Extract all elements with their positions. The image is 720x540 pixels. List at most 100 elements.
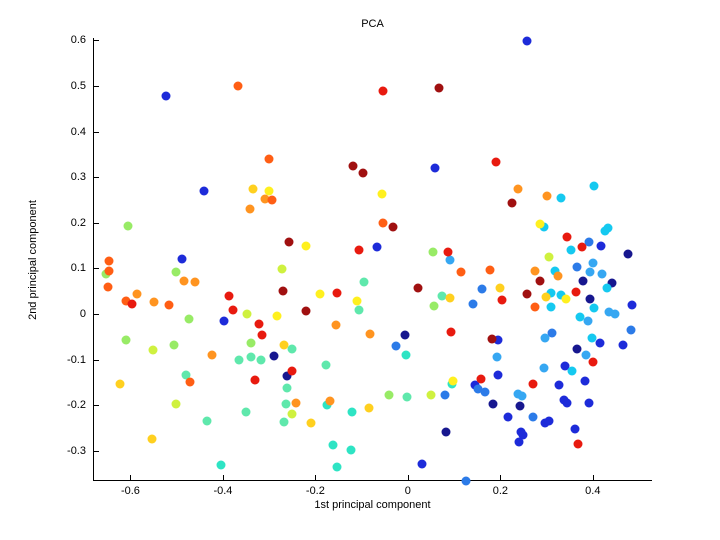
scatter-point <box>530 302 540 312</box>
scatter-point <box>347 407 357 417</box>
y-tick <box>94 359 99 361</box>
scatter-point <box>440 390 450 400</box>
scatter-point <box>233 81 243 91</box>
scatter-point <box>497 295 507 305</box>
scatter-point <box>556 193 566 203</box>
scatter-point <box>378 218 388 228</box>
scatter-point <box>121 335 131 345</box>
scatter-point <box>573 439 583 449</box>
y-tick-label: 0.3 <box>70 171 86 184</box>
scatter-point <box>354 305 364 315</box>
scatter-point <box>547 328 557 338</box>
scatter-point <box>607 278 617 288</box>
scatter-point <box>493 335 503 345</box>
scatter-point <box>171 267 181 277</box>
scatter-point <box>346 445 356 455</box>
scatter-point <box>535 219 545 229</box>
scatter-point <box>164 300 174 310</box>
scatter-point <box>372 242 382 252</box>
scatter-point <box>554 380 564 390</box>
x-tick <box>407 475 409 480</box>
scatter-point <box>539 363 549 373</box>
scatter-point <box>580 376 590 386</box>
scatter-point <box>626 325 636 335</box>
scatter-point <box>391 341 401 351</box>
x-tick <box>315 475 317 480</box>
scatter-point <box>348 161 358 171</box>
scatter-point <box>578 276 588 286</box>
scatter-point <box>413 283 423 293</box>
y-tick <box>94 268 99 270</box>
scatter-point <box>248 184 258 194</box>
scatter-point <box>256 355 266 365</box>
scatter-point <box>560 361 570 371</box>
x-tick <box>592 475 594 480</box>
scatter-point <box>535 276 545 286</box>
scatter-point <box>445 255 455 265</box>
scatter-point <box>147 434 157 444</box>
scatter-point <box>588 258 598 268</box>
scatter-point <box>456 267 466 277</box>
scatter-point <box>272 311 282 321</box>
y-tick <box>94 450 99 452</box>
scatter-point <box>448 376 458 386</box>
scatter-point <box>522 289 532 299</box>
scatter-point <box>325 396 335 406</box>
scatter-point <box>561 294 571 304</box>
scatter-point <box>279 340 289 350</box>
scatter-point <box>596 241 606 251</box>
scatter-point <box>388 222 398 232</box>
scatter-point <box>417 459 427 469</box>
scatter-point <box>123 221 133 231</box>
scatter-point <box>556 290 566 300</box>
scatter-point <box>572 262 582 272</box>
scatter-point <box>600 226 610 236</box>
scatter-point <box>132 289 142 299</box>
scatter-point <box>352 296 362 306</box>
scatter-point <box>540 333 550 343</box>
scatter-point <box>246 338 256 348</box>
scatter-point <box>530 266 540 276</box>
scatter-point <box>544 252 554 262</box>
scatter-point <box>562 232 572 242</box>
scatter-point <box>331 320 341 330</box>
scatter-point <box>284 237 294 247</box>
scatter-point <box>575 312 585 322</box>
scatter-point <box>528 379 538 389</box>
scatter-point <box>604 307 614 317</box>
scatter-point <box>571 287 581 297</box>
scatter-point <box>507 198 517 208</box>
scatter-point <box>148 345 158 355</box>
scatter-point <box>234 355 244 365</box>
scatter-point <box>544 416 554 426</box>
scatter-point <box>184 314 194 324</box>
scatter-point <box>400 330 410 340</box>
scatter-point <box>445 293 455 303</box>
scatter-point <box>518 430 528 440</box>
scatter-point <box>468 299 478 309</box>
scatter-point <box>224 291 234 301</box>
scatter-point <box>480 387 490 397</box>
scatter-point <box>384 390 394 400</box>
scatter-point <box>242 309 252 319</box>
scatter-point <box>589 303 599 313</box>
scatter-point <box>550 266 560 276</box>
scatter-point <box>577 242 587 252</box>
y-tick-label: 0.4 <box>70 125 86 138</box>
scatter-point <box>103 282 113 292</box>
scatter-point <box>428 247 438 257</box>
scatter-point <box>359 277 369 287</box>
scatter-point <box>161 91 171 101</box>
scatter-point <box>476 374 486 384</box>
scatter-point <box>104 266 114 276</box>
scatter-point <box>282 383 292 393</box>
scatter-point <box>539 222 549 232</box>
scatter-point <box>434 83 444 93</box>
scatter-point <box>493 370 503 380</box>
x-tick <box>130 475 132 480</box>
y-tick <box>94 85 99 87</box>
scatter-point <box>581 350 591 360</box>
scatter-point <box>269 351 279 361</box>
y-tick <box>94 40 99 42</box>
x-axis-label: 1st principal component <box>314 499 431 511</box>
